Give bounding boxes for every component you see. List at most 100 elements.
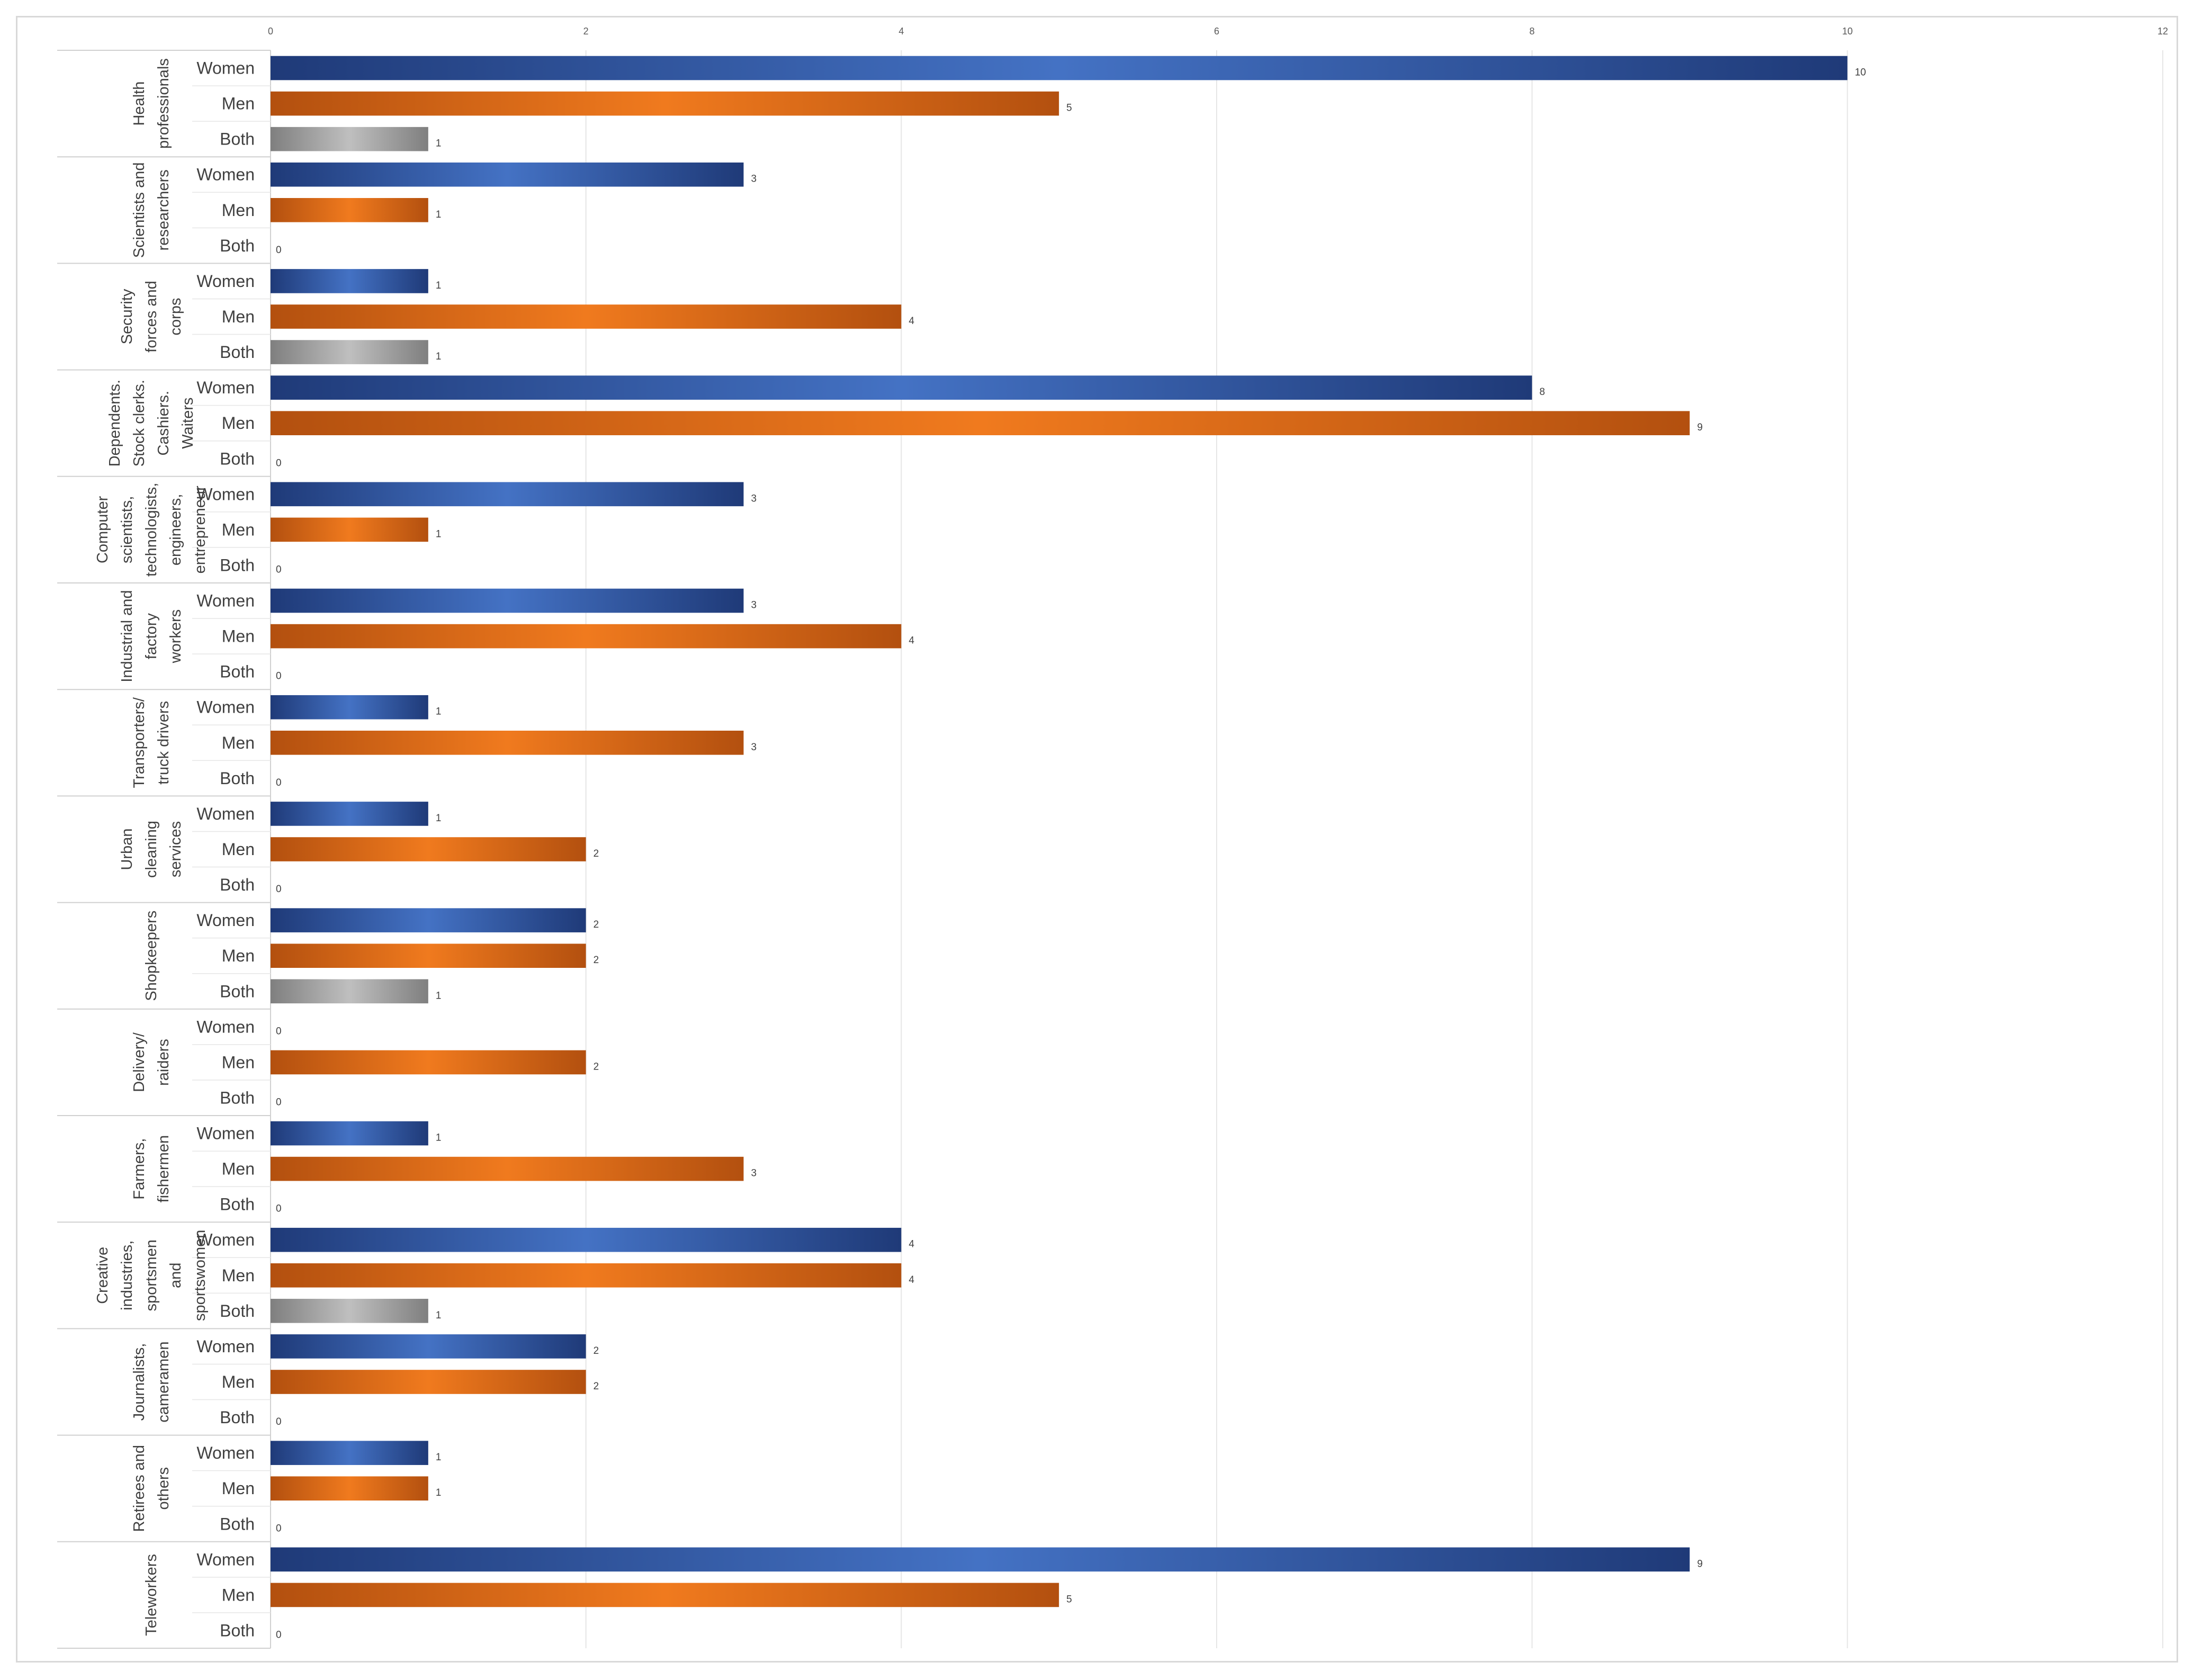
series-label: Both <box>220 130 255 149</box>
series-label: Women <box>196 484 255 504</box>
series-label: Women <box>196 378 255 397</box>
data-label: 0 <box>276 1097 282 1108</box>
bar <box>271 1156 744 1181</box>
data-label: 2 <box>594 1381 599 1392</box>
group-label-line: Journalists, <box>131 1343 148 1421</box>
bar <box>271 1476 428 1501</box>
data-label: 1 <box>436 280 442 291</box>
series-label: Women <box>196 59 255 78</box>
bar <box>271 695 428 720</box>
bar <box>271 1441 428 1465</box>
data-label: 4 <box>909 1274 914 1286</box>
group-label-line: Waiters <box>179 398 196 449</box>
bar <box>271 1583 1059 1607</box>
data-label: 0 <box>276 671 282 682</box>
bar-chart: 0 2 4 6 8 10 12 Health professionals WomenMenBot… <box>57 26 2168 1649</box>
group-label-line: corps <box>167 298 184 336</box>
bar <box>271 304 902 329</box>
series-label: Women <box>196 165 255 184</box>
data-label: 1 <box>436 138 442 149</box>
bar <box>271 624 902 649</box>
group-label-line: cleaning <box>143 821 160 878</box>
data-label: 4 <box>909 635 914 646</box>
data-label: 0 <box>276 564 282 575</box>
group-label-line: sportsmen <box>143 1239 160 1311</box>
bar <box>271 91 1059 116</box>
group-label: Scientists and researchers <box>131 163 172 258</box>
series-label: Men <box>222 94 255 113</box>
chart-frame: 0 2 4 6 8 10 12 Health professionals Women Men Bot… <box>16 16 2178 1663</box>
data-label: 1 <box>436 209 442 220</box>
series-label: Both <box>220 1088 255 1107</box>
series-label: Women <box>196 698 255 717</box>
series-label: Men <box>222 307 255 326</box>
series-label: Both <box>220 875 255 894</box>
data-label: 9 <box>1697 422 1703 433</box>
series-label: Women <box>196 591 255 610</box>
group-label-line: Dependents. <box>106 380 123 466</box>
group-label-line: Scientists and <box>131 163 148 258</box>
series-label: Men <box>222 1479 255 1498</box>
data-label: 1 <box>436 1133 442 1144</box>
series-label: Both <box>220 1195 255 1214</box>
data-label: 0 <box>276 1416 282 1427</box>
data-label: 3 <box>751 742 757 753</box>
series-label: Both <box>220 449 255 468</box>
data-label: 1 <box>436 990 442 1001</box>
series-label: Both <box>220 1301 255 1320</box>
bar <box>271 802 428 826</box>
data-label: 1 <box>436 1487 442 1498</box>
data-label: 0 <box>276 1523 282 1534</box>
group-label: Dependents. Stock clerks. Cashiers. Waiters <box>106 380 196 466</box>
series-label: Men <box>222 1160 255 1179</box>
data-label: 5 <box>1066 103 1072 114</box>
bar <box>271 1263 902 1288</box>
bar <box>271 1334 586 1359</box>
bar <box>271 269 428 293</box>
series-label: Both <box>220 769 255 788</box>
group-label: Shopkeepers <box>143 911 160 1001</box>
bar <box>271 127 428 151</box>
bar <box>271 517 428 542</box>
bar <box>271 482 744 507</box>
group-label: Health professionals <box>131 58 172 149</box>
data-label: 10 <box>1855 67 1866 78</box>
category-axis: Health professionals Women Men Both Scientist… <box>57 50 271 1649</box>
bar <box>271 1547 1690 1572</box>
group-label-line: workers <box>167 609 184 664</box>
group-label-line: others <box>155 1467 172 1510</box>
series-label: Men <box>222 840 255 859</box>
group-label: Retirees and others <box>131 1445 172 1532</box>
group-label: Transporters/truck drivers <box>131 697 172 788</box>
x-tick-label: 2 <box>583 26 589 37</box>
group-label: Industrial and factory workers <box>119 590 184 682</box>
group-label-line: raiders <box>155 1039 172 1086</box>
series-label: Men <box>222 733 255 752</box>
bar <box>271 162 744 187</box>
x-tick-label: 8 <box>1530 26 1535 37</box>
group-label-line: technologists, <box>143 483 160 577</box>
group-label-line: scientists, <box>119 496 136 563</box>
series-label: Both <box>220 1621 255 1640</box>
series-label: Both <box>220 555 255 574</box>
data-label: 2 <box>594 919 599 930</box>
group-label-line: researchers <box>155 169 172 250</box>
series-label: Women <box>196 1337 255 1356</box>
bar <box>271 588 744 613</box>
data-label: 3 <box>751 493 757 504</box>
series-label: Women <box>196 804 255 823</box>
group-label-line: and <box>167 1263 184 1288</box>
data-label: 1 <box>436 528 442 540</box>
group-label-line: sportswomen <box>192 1230 209 1321</box>
group-label: Farmers, fishermen <box>131 1135 172 1202</box>
group-label-line: industries, <box>119 1241 136 1310</box>
group-label: Journalists, cameramen <box>131 1341 172 1422</box>
series-label: Women <box>196 1017 255 1036</box>
group-label-line: Retirees and <box>131 1445 148 1532</box>
group-label-line: Delivery/ <box>131 1032 148 1092</box>
series-label: Men <box>222 1266 255 1285</box>
bar <box>271 197 428 222</box>
data-label: 9 <box>1697 1558 1703 1569</box>
data-label: 0 <box>276 1629 282 1640</box>
data-label: 0 <box>276 1026 282 1037</box>
